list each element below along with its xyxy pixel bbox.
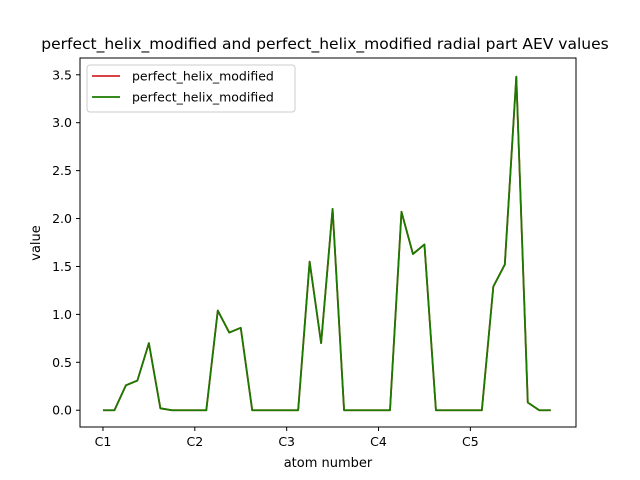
y-tick-label: 2.5 (52, 163, 72, 178)
y-tick-label: 1.0 (52, 307, 72, 322)
legend-label: perfect_helix_modified (132, 69, 274, 84)
y-tick-label: 1.5 (52, 259, 72, 274)
y-tick-label: 0.5 (52, 355, 72, 370)
y-tick-label: 0.0 (52, 403, 72, 418)
x-tick-label: C4 (370, 434, 387, 449)
y-tick-label: 3.0 (52, 115, 72, 130)
plot-frame (79, 57, 577, 428)
x-tick-label: C5 (462, 434, 479, 449)
x-tick-label: C3 (278, 434, 295, 449)
x-tick-label: C1 (95, 434, 112, 449)
legend: perfect_helix_modified perfect_helix_modi… (86, 64, 296, 113)
legend-label: perfect_helix_modified (132, 90, 274, 105)
series-line-2 (102, 75, 551, 412)
legend-box (86, 64, 296, 113)
y-tick-label: 3.5 (52, 67, 72, 82)
x-tick-label: C2 (186, 434, 203, 449)
y-tick-label: 2.0 (52, 211, 72, 226)
plot-area: C1 C2 C3 C4 C5 0.0 0.5 1.0 1.5 2.0 2.5 3.0 3.5 (52, 57, 577, 449)
y-axis-label: value (29, 225, 44, 261)
chart-title: perfect_helix_modified and perfect_helix… (41, 35, 608, 54)
series-line-1 (102, 75, 551, 412)
x-axis-label: atom number (284, 456, 373, 471)
